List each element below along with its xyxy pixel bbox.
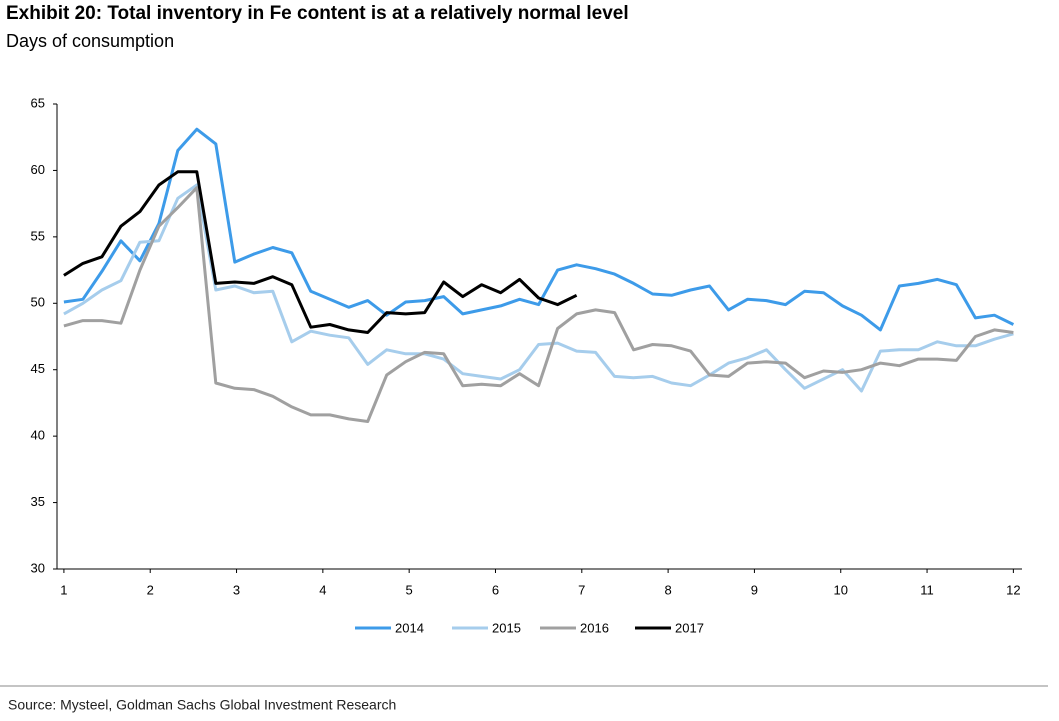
legend-label: 2016 xyxy=(580,620,609,635)
chart-subtitle: Days of consumption xyxy=(6,31,174,51)
x-tick-label: 10 xyxy=(834,582,848,597)
x-tick-label: 1 xyxy=(60,582,67,597)
y-tick-label: 60 xyxy=(31,162,45,177)
series-line xyxy=(63,183,1014,393)
y-tick-label: 35 xyxy=(31,494,45,509)
chart-title: Exhibit 20: Total inventory in Fe conten… xyxy=(6,3,629,24)
x-tick-label: 7 xyxy=(578,582,585,597)
series-line xyxy=(63,127,1015,332)
x-tick-label: 5 xyxy=(406,582,413,597)
x-tick-label: 3 xyxy=(233,582,240,597)
y-tick-label: 50 xyxy=(31,295,45,310)
legend-label: 2015 xyxy=(492,620,521,635)
x-tick-label: 4 xyxy=(319,582,326,597)
series-line xyxy=(63,170,578,334)
y-tick-label: 30 xyxy=(31,560,45,575)
y-tick-label: 45 xyxy=(31,361,45,376)
x-tick-label: 11 xyxy=(920,582,934,597)
x-tick-label: 9 xyxy=(751,582,758,597)
y-tick-label: 55 xyxy=(31,228,45,243)
legend-label: 2017 xyxy=(675,620,704,635)
x-tick-label: 6 xyxy=(492,582,499,597)
x-tick-label: 2 xyxy=(147,582,154,597)
series-line xyxy=(63,186,1014,423)
x-tick-label: 8 xyxy=(664,582,671,597)
y-tick-label: 65 xyxy=(31,95,45,110)
legend-label: 2014 xyxy=(395,620,424,635)
y-tick-label: 40 xyxy=(31,428,45,443)
x-tick-label: 12 xyxy=(1006,582,1020,597)
source: Source: Mysteel, Goldman Sachs Global In… xyxy=(8,697,396,713)
